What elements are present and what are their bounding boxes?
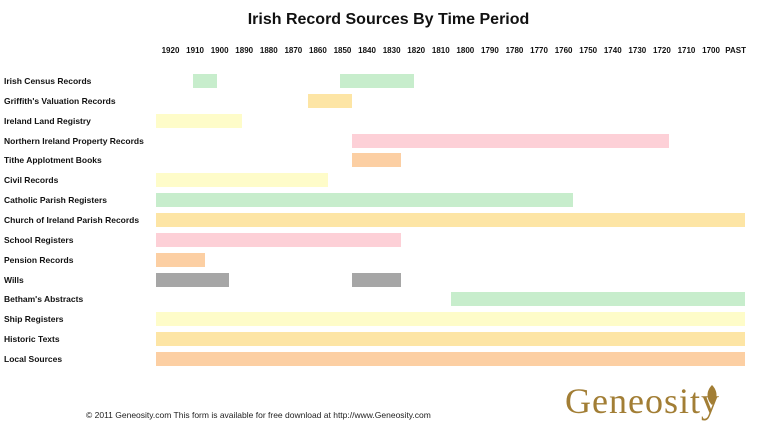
period-label: 1890 bbox=[235, 46, 254, 55]
record-label: Catholic Parish Registers bbox=[4, 195, 107, 206]
record-bar bbox=[450, 292, 746, 307]
record-label: Ship Registers bbox=[4, 314, 64, 325]
record-label: Civil Records bbox=[4, 175, 59, 186]
period-label: 1900 bbox=[210, 46, 229, 55]
record-label: Wills bbox=[4, 274, 24, 285]
record-label: Betham's Abstracts bbox=[4, 294, 84, 305]
period-label: 1700 bbox=[702, 46, 720, 55]
record-label: School Registers bbox=[4, 234, 74, 245]
leaf-icon bbox=[707, 385, 717, 405]
record-label: Northern Ireland Property Records bbox=[4, 135, 144, 146]
record-label: Pension Records bbox=[4, 254, 74, 265]
period-label: 1760 bbox=[554, 46, 573, 55]
record-bar bbox=[155, 312, 746, 327]
period-label: 1740 bbox=[603, 46, 622, 55]
period-label: 1910 bbox=[186, 46, 204, 55]
record-bar bbox=[155, 332, 746, 347]
period-label: 1860 bbox=[309, 46, 327, 55]
period-label: 1820 bbox=[407, 46, 426, 55]
record-bar bbox=[155, 113, 242, 128]
record-bar bbox=[308, 93, 353, 108]
period-label: PAST bbox=[725, 46, 746, 55]
record-bar bbox=[155, 173, 328, 188]
record-bar bbox=[155, 351, 746, 366]
record-bar bbox=[352, 272, 402, 287]
period-label: 1850 bbox=[333, 46, 352, 55]
period-label: 1720 bbox=[652, 46, 671, 55]
record-bar bbox=[352, 153, 402, 168]
record-bar bbox=[352, 133, 670, 148]
period-label: 1810 bbox=[431, 46, 450, 55]
period-label: 1750 bbox=[579, 46, 598, 55]
record-bar bbox=[155, 212, 746, 227]
period-label: 1840 bbox=[358, 46, 376, 55]
record-bar bbox=[155, 272, 230, 287]
record-bar bbox=[155, 232, 402, 247]
footer-text: © 2011 Geneosity.com This form is availa… bbox=[86, 410, 431, 420]
record-bar bbox=[340, 74, 414, 88]
geneosity-logo: Geneosity bbox=[565, 381, 720, 421]
period-label: 1880 bbox=[259, 46, 278, 55]
period-label: 1920 bbox=[161, 46, 180, 55]
record-label: Tithe Applotment Books bbox=[4, 155, 102, 166]
record-label: Irish Census Records bbox=[4, 76, 92, 86]
period-label: 1730 bbox=[628, 46, 647, 55]
period-label: 1780 bbox=[505, 46, 524, 55]
period-label: 1830 bbox=[382, 46, 401, 55]
period-label: 1710 bbox=[677, 46, 696, 55]
record-label: Ireland Land Registry bbox=[4, 115, 91, 126]
period-label: 1800 bbox=[456, 46, 475, 55]
period-label: 1870 bbox=[284, 46, 303, 55]
record-label: Historic Texts bbox=[4, 334, 60, 345]
chart-title: Irish Record Sources By Time Period bbox=[247, 11, 530, 28]
record-label: Church of Ireland Parish Records bbox=[4, 214, 140, 225]
period-label: 1790 bbox=[481, 46, 499, 55]
record-bar bbox=[192, 74, 218, 88]
period-label: 1770 bbox=[530, 46, 548, 55]
record-label: Local Sources bbox=[4, 353, 63, 364]
record-bar bbox=[155, 252, 205, 267]
record-label: Griffith's Valuation Records bbox=[4, 95, 116, 106]
record-bar bbox=[155, 193, 574, 208]
